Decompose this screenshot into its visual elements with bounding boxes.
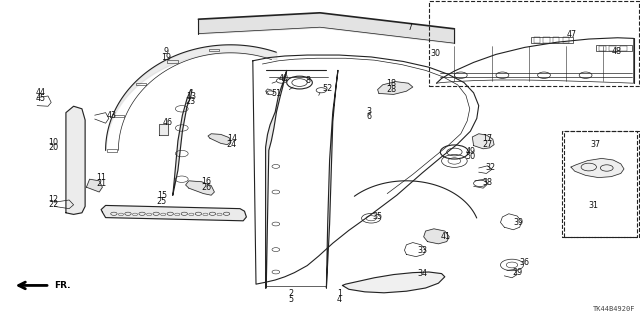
Text: 29: 29 <box>512 268 522 277</box>
Text: 37: 37 <box>590 140 600 149</box>
Text: 5: 5 <box>289 295 294 304</box>
Polygon shape <box>571 158 624 178</box>
Text: 25: 25 <box>157 197 167 206</box>
Polygon shape <box>342 272 445 293</box>
Text: 31: 31 <box>588 201 598 210</box>
Text: 9: 9 <box>164 47 169 56</box>
Text: 39: 39 <box>513 218 524 227</box>
Bar <box>107 149 117 152</box>
Text: 18: 18 <box>386 79 396 88</box>
Polygon shape <box>326 70 338 288</box>
Text: 35: 35 <box>372 212 383 221</box>
Polygon shape <box>86 179 102 192</box>
Text: 10: 10 <box>48 138 58 147</box>
Text: 32: 32 <box>486 163 496 172</box>
Text: 45: 45 <box>35 94 45 103</box>
Bar <box>596 45 632 51</box>
Bar <box>599 46 606 51</box>
Text: 24: 24 <box>227 140 237 149</box>
Text: 4: 4 <box>337 295 342 304</box>
Text: 52: 52 <box>323 84 333 93</box>
Text: 51: 51 <box>271 89 282 98</box>
Text: 8: 8 <box>306 76 311 85</box>
Text: 34: 34 <box>417 269 428 278</box>
Text: FR.: FR. <box>54 281 71 290</box>
Bar <box>534 37 540 43</box>
Text: 7: 7 <box>407 23 412 32</box>
Text: 20: 20 <box>48 143 58 152</box>
Bar <box>168 60 178 63</box>
Text: 36: 36 <box>520 258 530 267</box>
Polygon shape <box>472 134 494 149</box>
Text: 27: 27 <box>483 140 493 148</box>
Bar <box>562 131 639 237</box>
Text: 23: 23 <box>186 97 196 106</box>
Polygon shape <box>173 90 192 195</box>
Text: 47: 47 <box>566 30 577 39</box>
Text: 17: 17 <box>483 134 493 143</box>
Polygon shape <box>208 134 230 145</box>
Text: 6: 6 <box>367 112 372 121</box>
Bar <box>429 1 639 86</box>
Text: 48: 48 <box>611 47 621 56</box>
Text: 28: 28 <box>386 85 396 94</box>
Bar <box>136 83 146 85</box>
Text: 2: 2 <box>289 289 294 298</box>
Polygon shape <box>66 106 85 214</box>
Text: 13: 13 <box>186 92 196 100</box>
Text: 16: 16 <box>201 177 211 186</box>
Text: 30: 30 <box>430 49 440 58</box>
Polygon shape <box>101 205 246 221</box>
Text: 40: 40 <box>278 74 289 83</box>
Text: 50: 50 <box>465 152 476 161</box>
Bar <box>209 49 219 51</box>
Text: 1: 1 <box>337 289 342 298</box>
Text: 19: 19 <box>161 53 172 62</box>
Text: 12: 12 <box>48 195 58 204</box>
Bar <box>563 37 569 43</box>
Bar <box>114 115 124 117</box>
Text: 21: 21 <box>96 179 106 188</box>
Text: TK44B4920F: TK44B4920F <box>593 306 635 312</box>
Bar <box>620 46 627 51</box>
Polygon shape <box>424 229 449 244</box>
Text: 38: 38 <box>483 178 493 187</box>
Text: 46: 46 <box>163 118 173 127</box>
Polygon shape <box>159 124 168 135</box>
Bar <box>543 37 550 43</box>
Text: 33: 33 <box>417 246 428 255</box>
Text: 22: 22 <box>48 200 58 209</box>
Text: 44: 44 <box>35 88 45 97</box>
Text: 11: 11 <box>96 173 106 182</box>
Text: 41: 41 <box>441 232 451 241</box>
Text: 26: 26 <box>201 183 211 192</box>
Polygon shape <box>266 70 287 288</box>
Text: 43: 43 <box>107 111 117 120</box>
Bar <box>553 37 559 43</box>
Text: 14: 14 <box>227 134 237 143</box>
Bar <box>609 46 616 51</box>
Polygon shape <box>378 82 413 94</box>
Text: 15: 15 <box>157 191 167 200</box>
Text: 3: 3 <box>367 107 372 116</box>
Bar <box>531 37 573 43</box>
Text: 49: 49 <box>465 147 476 156</box>
Polygon shape <box>186 181 214 195</box>
